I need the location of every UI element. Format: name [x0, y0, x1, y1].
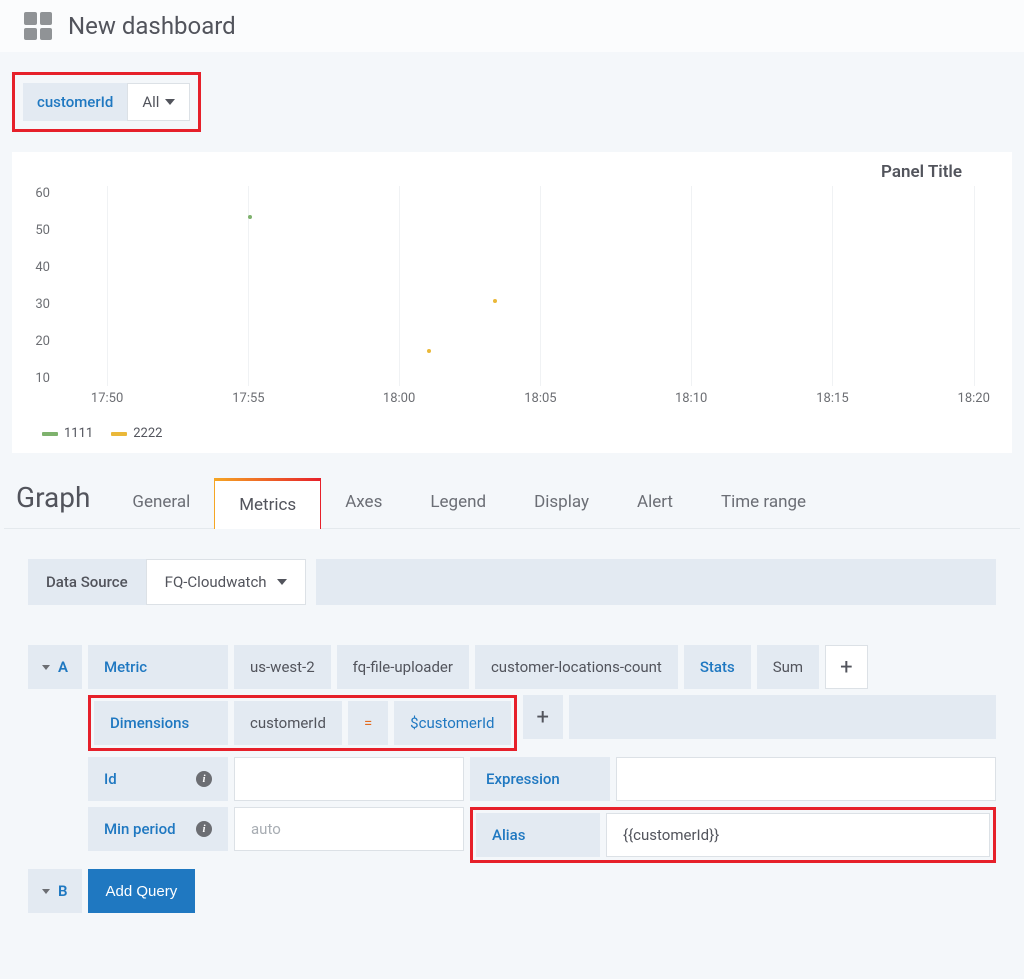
dimensions-label: Dimensions [94, 701, 228, 745]
query-b-toggle[interactable]: B [28, 869, 82, 913]
min-period-input[interactable]: auto [234, 807, 464, 851]
dashboard-icon [24, 12, 52, 40]
legend-item[interactable]: 1111 [42, 426, 93, 441]
tab-axes[interactable]: Axes [321, 478, 406, 528]
info-icon[interactable]: i [196, 771, 212, 787]
panel-title: Panel Title [12, 152, 1012, 186]
datasource-label: Data Source [28, 559, 146, 605]
dimensions-highlight: Dimensions customerId = $customerId [88, 695, 517, 751]
chart-legend: 1111 2222 [12, 416, 1012, 441]
tab-general[interactable]: General [108, 478, 214, 528]
y-tick: 50 [26, 223, 50, 238]
variable-highlight: customerId All [12, 72, 201, 132]
caret-down-icon [42, 665, 50, 670]
info-icon[interactable]: i [196, 821, 212, 837]
metric-label: Metric [88, 645, 228, 689]
data-point [493, 299, 497, 303]
tab-legend[interactable]: Legend [406, 478, 510, 528]
legend-item[interactable]: 2222 [111, 426, 162, 441]
y-tick: 20 [26, 334, 50, 349]
y-tick: 60 [26, 186, 50, 201]
panel: Panel Title 60 50 40 30 20 10 17:50 17:55 18:00… [12, 152, 1012, 453]
alias-label: Alias [476, 813, 600, 857]
x-tick: 18:10 [675, 391, 707, 406]
editor-tabs: Graph GeneralMetricsAxesLegendDisplayAle… [4, 473, 1020, 529]
x-tick: 18:05 [524, 391, 556, 406]
add-dimension-button[interactable]: + [523, 695, 563, 739]
stats-label: Stats [684, 645, 751, 689]
y-tick: 10 [26, 371, 50, 386]
legend-swatch [42, 432, 58, 436]
x-tick: 18:00 [383, 391, 415, 406]
add-query-button[interactable]: Add Query [88, 869, 196, 913]
data-point [248, 215, 252, 219]
expression-label: Expression [470, 757, 610, 801]
tab-alert[interactable]: Alert [613, 478, 697, 528]
x-tick: 17:55 [232, 391, 264, 406]
page-title: New dashboard [68, 12, 236, 40]
legend-swatch [111, 432, 127, 436]
min-period-label: Min period i [88, 807, 228, 851]
tab-display[interactable]: Display [510, 478, 613, 528]
legend-label: 2222 [133, 426, 162, 441]
panel-type-label: Graph [4, 473, 108, 522]
variable-label: customerId [23, 83, 127, 121]
y-tick: 40 [26, 260, 50, 275]
tab-metrics[interactable]: Metrics [214, 478, 321, 529]
dimensions-spacer [569, 695, 996, 739]
alias-highlight: Alias {{customerId}} [470, 807, 996, 863]
caret-down-icon [42, 889, 50, 894]
metric-name-segment[interactable]: customer-locations-count [475, 645, 678, 689]
query-a-toggle[interactable]: A [28, 645, 82, 689]
caret-down-icon [277, 579, 287, 585]
region-segment[interactable]: us-west-2 [234, 645, 331, 689]
legend-label: 1111 [64, 426, 93, 441]
caret-down-icon [165, 99, 175, 105]
id-input[interactable] [234, 757, 464, 801]
namespace-segment[interactable]: fq-file-uploader [337, 645, 469, 689]
y-tick: 30 [26, 297, 50, 312]
dimension-key-segment[interactable]: customerId [234, 701, 342, 745]
datasource-options-bar[interactable] [316, 559, 996, 605]
x-tick: 17:50 [91, 391, 123, 406]
variable-select[interactable]: All [127, 83, 190, 121]
x-tick: 18:20 [958, 391, 990, 406]
x-tick: 18:15 [816, 391, 848, 406]
alias-input[interactable]: {{customerId}} [606, 813, 990, 857]
add-stat-button[interactable]: + [825, 645, 867, 689]
dimension-value-segment[interactable]: $customerId [394, 701, 510, 745]
chart: 60 50 40 30 20 10 17:50 17:55 18:00 18:05 18:10 18… [12, 186, 1012, 416]
tab-time-range[interactable]: Time range [697, 478, 830, 528]
dimension-op-segment: = [348, 701, 388, 745]
id-label: Id i [88, 757, 228, 801]
datasource-select[interactable]: FQ-Cloudwatch [146, 559, 306, 605]
expression-input[interactable] [616, 757, 996, 801]
stats-value-segment[interactable]: Sum [757, 645, 819, 689]
data-point [427, 349, 431, 353]
variable-value: All [142, 93, 159, 111]
